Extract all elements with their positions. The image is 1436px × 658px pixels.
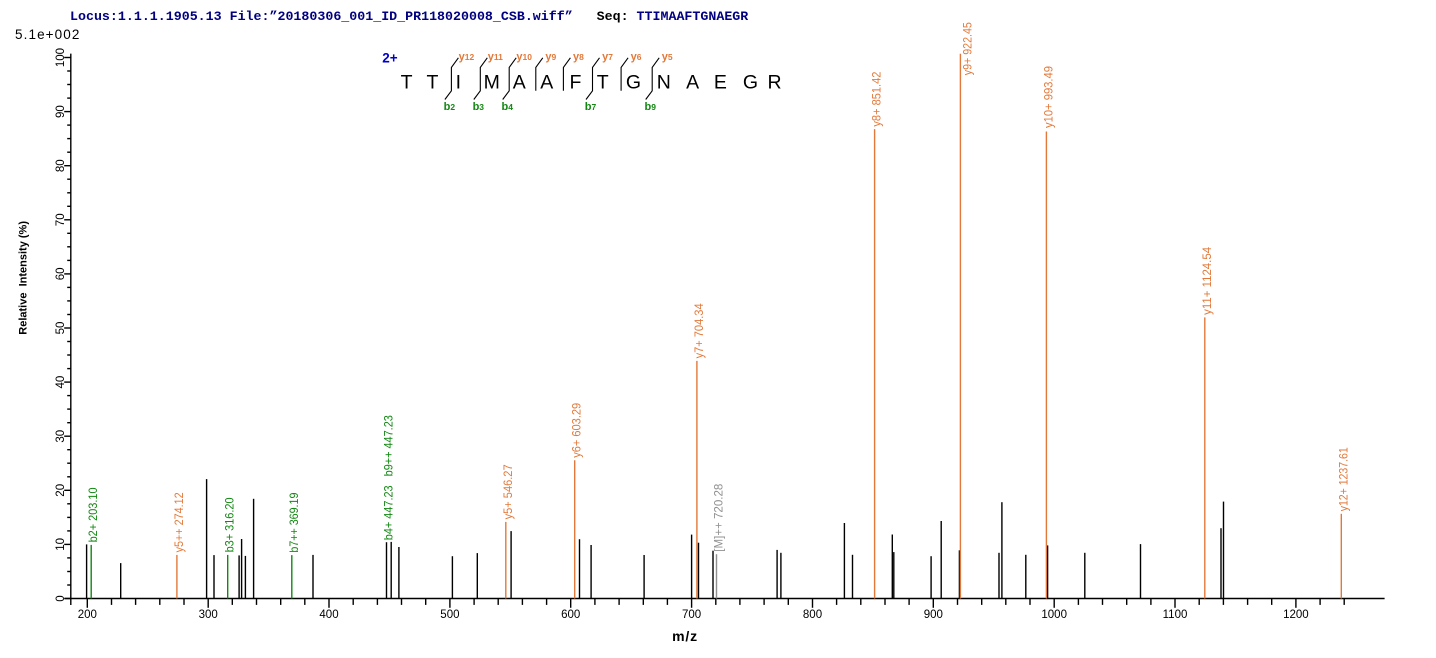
svg-text:90: 90: [55, 105, 67, 118]
svg-text:60: 60: [55, 268, 67, 281]
svg-text:b7++ 369.19: b7++ 369.19: [287, 492, 301, 552]
svg-text:1100: 1100: [1163, 609, 1188, 621]
svg-text:b7: b7: [585, 101, 597, 113]
svg-text:1200: 1200: [1283, 609, 1309, 621]
svg-text:E: E: [714, 72, 727, 94]
svg-text:40: 40: [55, 376, 67, 389]
svg-text:y12+ 1237.61: y12+ 1237.61: [1336, 447, 1350, 511]
svg-text:y10+ 993.49: y10+ 993.49: [1041, 66, 1055, 128]
svg-text:y5+ 546.27: y5+ 546.27: [501, 464, 515, 519]
svg-text:b9: b9: [644, 101, 656, 113]
svg-text:Relative Intensity (%): Relative Intensity (%): [18, 221, 30, 335]
svg-text:b4: b4: [501, 101, 513, 113]
svg-text:400: 400: [319, 609, 338, 621]
svg-text:y5: y5: [662, 51, 673, 63]
svg-text:A: A: [513, 72, 526, 94]
svg-text:y7+ 704.34: y7+ 704.34: [692, 303, 706, 358]
svg-text:50: 50: [55, 322, 67, 335]
svg-text:700: 700: [682, 609, 701, 621]
svg-text:20: 20: [55, 484, 67, 497]
svg-text:G: G: [743, 72, 758, 94]
svg-text:y9+ 922.45: y9+ 922.45: [960, 22, 974, 75]
svg-text:y11: y11: [488, 51, 503, 63]
svg-text:F: F: [570, 72, 582, 94]
svg-text:y5++ 274.12: y5++ 274.12: [172, 492, 186, 552]
svg-text:200: 200: [78, 609, 97, 621]
svg-text:y8+ 851.42: y8+ 851.42: [870, 71, 884, 126]
svg-text:800: 800: [803, 609, 822, 621]
svg-text:m/z: m/z: [672, 628, 698, 644]
svg-text:b2+ 203.10: b2+ 203.10: [86, 487, 100, 542]
svg-text:y10: y10: [516, 51, 532, 63]
svg-text:A: A: [686, 72, 699, 94]
svg-text:y6+ 603.29: y6+ 603.29: [570, 402, 584, 457]
svg-text:b2: b2: [444, 101, 456, 113]
svg-text:y8: y8: [573, 51, 584, 63]
svg-text:M: M: [484, 72, 500, 94]
svg-text:b3: b3: [473, 101, 485, 113]
svg-text:30: 30: [55, 430, 67, 443]
svg-text:80: 80: [55, 159, 67, 172]
svg-text:[M]++ 720.28: [M]++ 720.28: [712, 483, 726, 551]
svg-text:I: I: [456, 72, 461, 94]
svg-text:10: 10: [55, 538, 67, 551]
svg-text:G: G: [626, 72, 641, 94]
svg-text:900: 900: [924, 609, 943, 621]
svg-text:T: T: [426, 72, 438, 94]
svg-text:Locus:1.1.1.1905.13 File:”2018: Locus:1.1.1.1905.13 File:”20180306_001_I…: [70, 9, 748, 24]
svg-text:100: 100: [55, 48, 67, 67]
svg-text:y6: y6: [631, 51, 642, 63]
svg-text:R: R: [768, 72, 782, 94]
svg-text:5.1e+002: 5.1e+002: [15, 27, 80, 42]
svg-text:y12: y12: [459, 51, 475, 63]
svg-text:500: 500: [440, 609, 459, 621]
svg-text:T: T: [597, 72, 609, 94]
svg-text:0: 0: [55, 595, 67, 601]
svg-text:y9: y9: [545, 51, 556, 63]
svg-text:y7: y7: [602, 51, 613, 63]
svg-text:600: 600: [561, 609, 580, 621]
svg-text:N: N: [657, 72, 671, 94]
svg-text:300: 300: [199, 609, 218, 621]
svg-text:b3+ 316.20: b3+ 316.20: [223, 497, 237, 552]
svg-text:y11+ 1124.54: y11+ 1124.54: [1200, 247, 1214, 315]
svg-text:b4+ 447.23 b9++ 447.23: b4+ 447.23 b9++ 447.23: [382, 415, 396, 540]
svg-text:70: 70: [55, 213, 67, 226]
svg-text:A: A: [540, 72, 553, 94]
svg-text:T: T: [401, 72, 413, 94]
svg-text:2+: 2+: [382, 51, 398, 66]
svg-text:1000: 1000: [1041, 609, 1067, 621]
